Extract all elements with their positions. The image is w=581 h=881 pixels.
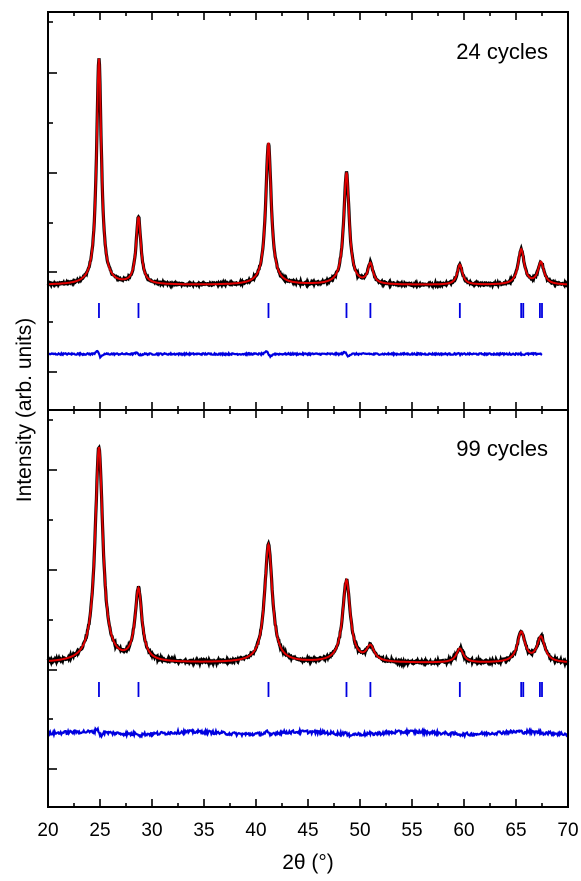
x-tick-label: 60 bbox=[453, 820, 474, 841]
calculated-pattern-line bbox=[47, 446, 569, 664]
calculated-pattern-line bbox=[48, 58, 568, 286]
x-tick-label: 55 bbox=[401, 820, 422, 841]
x-tick-label: 50 bbox=[349, 820, 370, 841]
panel-label: 24 cycles bbox=[456, 39, 548, 64]
x-tick-label: 70 bbox=[557, 820, 578, 841]
difference-line bbox=[46, 726, 569, 740]
panel-24-cycles: 24 cycles bbox=[46, 11, 569, 411]
x-tick-label: 20 bbox=[37, 820, 58, 841]
x-tick-label: 45 bbox=[297, 820, 318, 841]
panel-label: 99 cycles bbox=[456, 436, 548, 461]
x-axis-title: 2θ (°) bbox=[282, 851, 334, 874]
x-tick-label: 65 bbox=[505, 820, 526, 841]
difference-line bbox=[47, 349, 543, 360]
panel-99-cycles: 99 cycles bbox=[46, 409, 570, 808]
x-tick-label: 25 bbox=[89, 820, 110, 841]
y-axis-title: Intensity (arb. units) bbox=[13, 318, 36, 502]
x-tick-label: 40 bbox=[245, 820, 266, 841]
x-tick-label: 30 bbox=[141, 820, 162, 841]
x-tick-label: 35 bbox=[193, 820, 214, 841]
panel-frame bbox=[47, 409, 569, 808]
x-axis-tick-labels: 20 25 30 35 40 45 50 55 60 65 70 bbox=[37, 820, 578, 841]
